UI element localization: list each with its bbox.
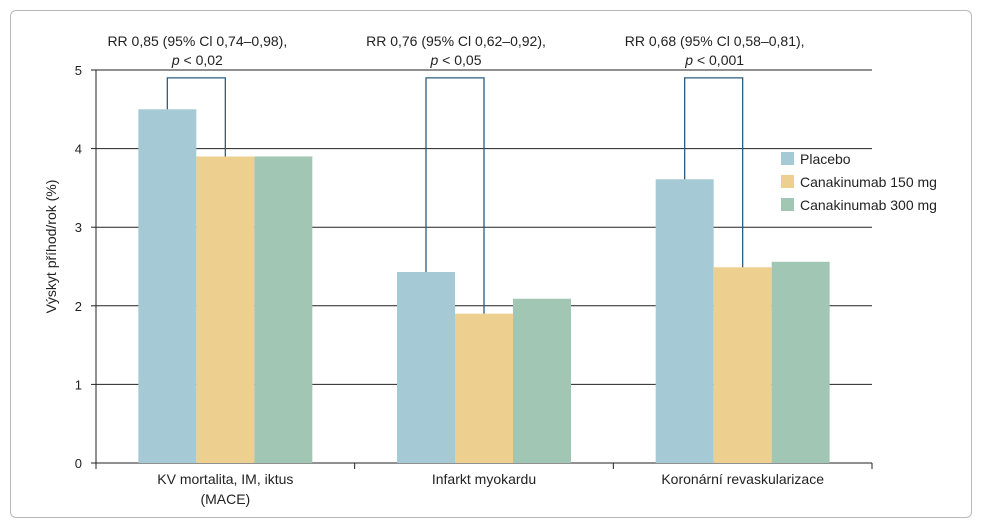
y-tick-label: 5	[75, 63, 82, 78]
bar	[771, 261, 830, 463]
significance-bracket	[166, 77, 226, 157]
bar	[138, 109, 197, 464]
category-label-line2: (MACE)	[200, 491, 250, 507]
annotation-p: p < 0,001	[684, 52, 744, 68]
y-tick-label: 2	[75, 299, 82, 314]
bar	[513, 298, 571, 463]
annotation-p: p < 0,02	[171, 52, 223, 68]
annotation-p-value: < 0,05	[438, 52, 481, 68]
annotation-p-symbol: p	[171, 52, 180, 68]
annotation-p: p < 0,05	[430, 52, 482, 68]
bar	[196, 156, 255, 463]
y-axis-label: Výskyt příhod/rok (%)	[43, 180, 59, 314]
bar	[254, 156, 313, 463]
annotation-rr: RR 0,85 (95% Cl 0,74–0,98),	[107, 33, 287, 49]
category-label: Koronární revaskularizace	[661, 471, 824, 487]
y-tick-label: 4	[75, 142, 82, 157]
annotation-p-symbol: p	[430, 52, 439, 68]
annotation-p-value: < 0,02	[180, 52, 223, 68]
y-tick-label: 3	[75, 220, 82, 235]
significance-brackets	[166, 77, 744, 314]
y-tick-label: 0	[75, 456, 82, 471]
legend-label: Canakinumab 150 mg	[800, 174, 937, 190]
legend-swatch	[781, 198, 794, 211]
legend-swatch	[781, 152, 794, 165]
bar	[455, 313, 513, 463]
legend-swatch	[781, 175, 794, 188]
legend: Placebo Canakinumab 150 mg Canakinumab 300…	[781, 151, 937, 213]
y-tick-label: 1	[75, 377, 82, 392]
bars	[138, 109, 830, 464]
annotation-p-value: < 0,001	[693, 52, 744, 68]
annotations: RR 0,85 (95% Cl 0,74–0,98), p < 0,02 RR 0,…	[107, 33, 804, 68]
bar	[397, 272, 455, 463]
category-label: Infarkt myokardu	[432, 471, 536, 487]
bar	[713, 267, 772, 463]
category-labels: KV mortalita, IM, iktus (MACE) Infarkt myo…	[157, 471, 824, 507]
legend-label: Placebo	[800, 151, 851, 167]
y-tick-labels: 0 1 2 3 4 5	[75, 63, 82, 471]
legend-label: Canakinumab 300 mg	[800, 197, 937, 213]
significance-bracket	[425, 77, 485, 314]
annotation-rr: RR 0,76 (95% Cl 0,62–0,92),	[366, 33, 546, 49]
chart-frame	[10, 10, 972, 518]
annotation-rr: RR 0,68 (95% Cl 0,58–0,81),	[625, 33, 805, 49]
category-label: KV mortalita, IM, iktus	[157, 471, 293, 487]
annotation-p-symbol: p	[684, 52, 693, 68]
significance-bracket	[684, 77, 744, 268]
bar	[655, 179, 714, 463]
